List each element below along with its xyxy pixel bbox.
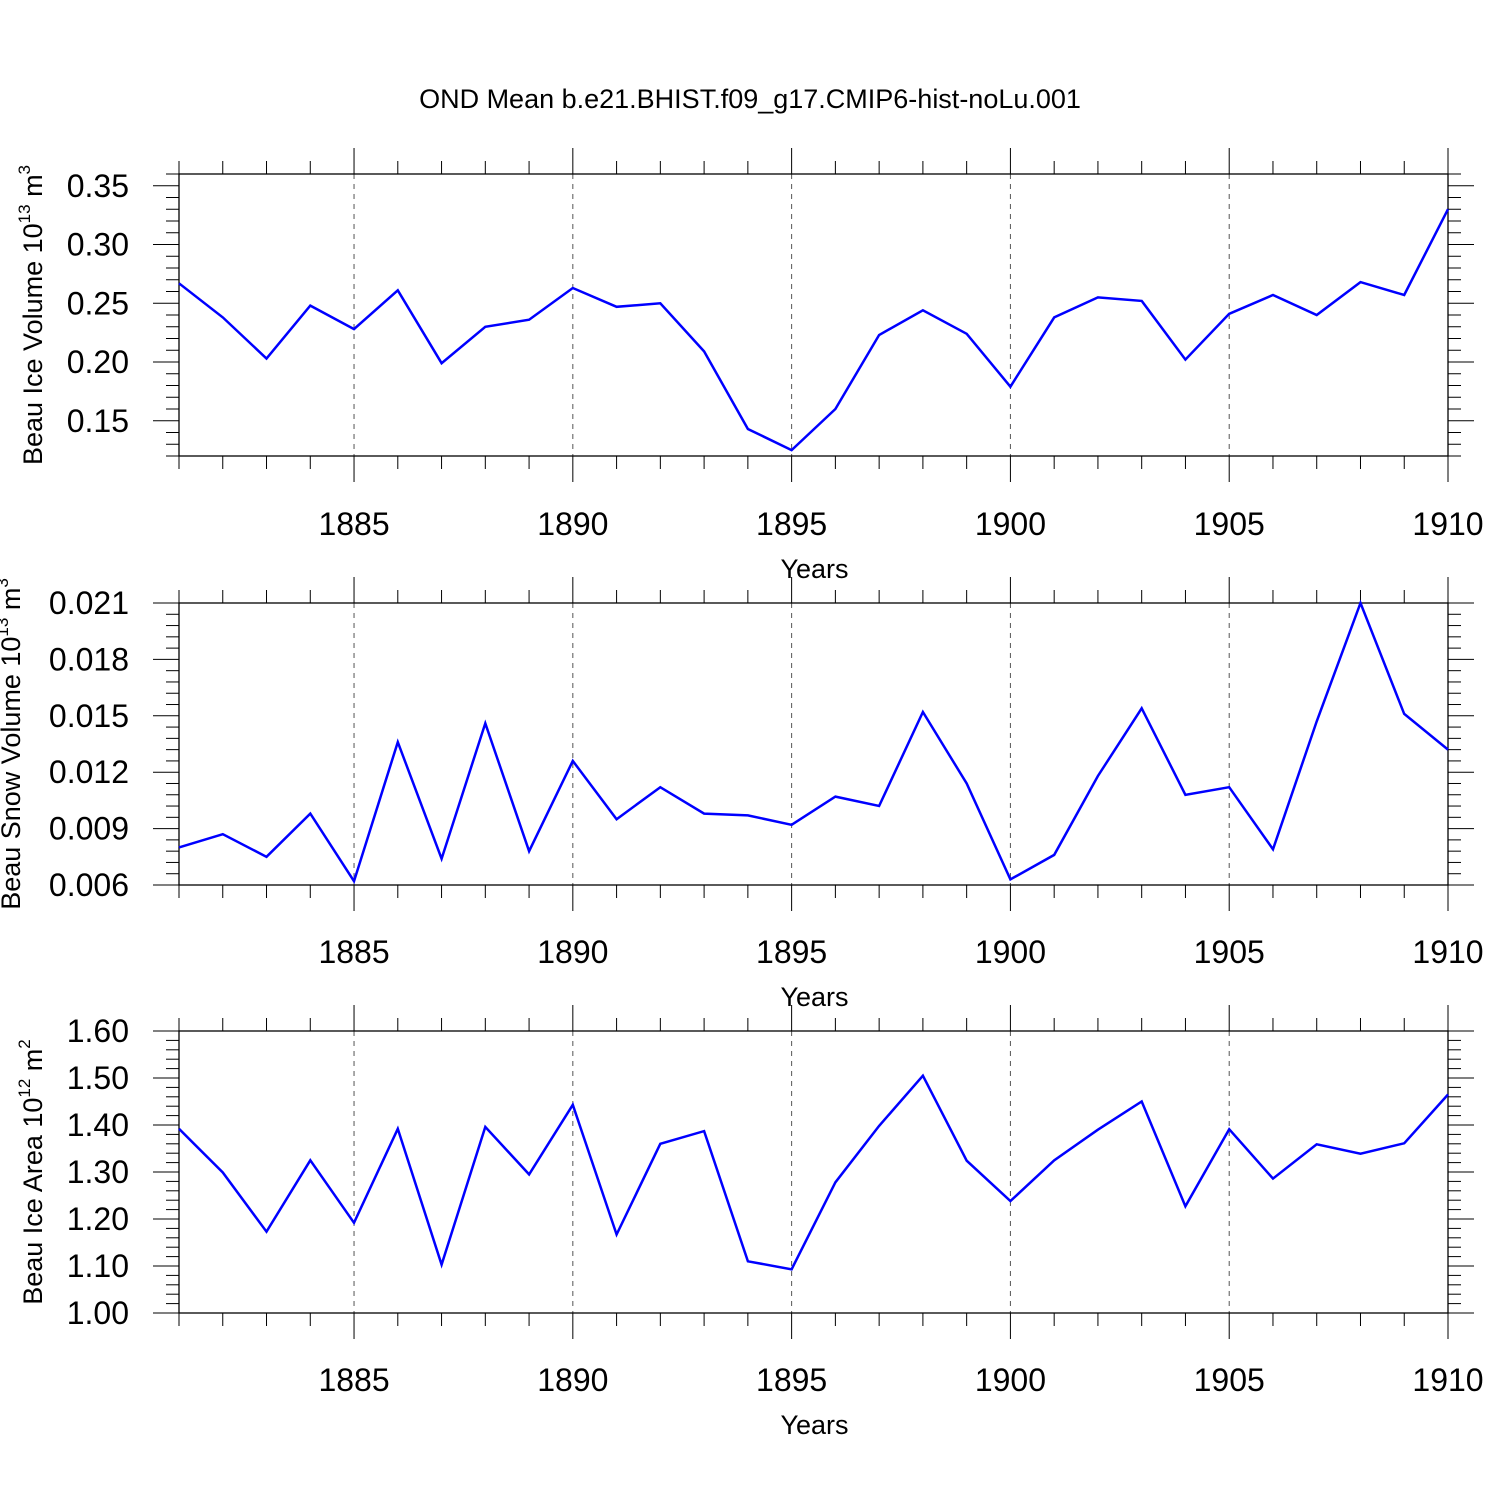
plot-frame (178, 1030, 1449, 1314)
x-tick-label: 1890 (537, 1362, 608, 1398)
y-tick-label: 0.20 (67, 344, 129, 380)
panel-2: 1885 1890 1895 1900 1905 1910 0.006 0.009 0.012 0… (0, 577, 1484, 1012)
y-axis-label: Beau Snow Volume 1013 m3 (0, 578, 26, 910)
x-tick-label: 1905 (1194, 506, 1265, 542)
y-axis-label-unit-exponent: 2 (15, 1039, 34, 1048)
y-axis-label-unit-exponent: 3 (15, 165, 34, 174)
x-tick-label: 1900 (975, 934, 1046, 970)
y-axis-label-unit-exponent: 3 (0, 578, 12, 587)
panel-3: 1885 1890 1895 1900 1905 1910 1.00 1.10 1.20 1.30… (15, 1005, 1484, 1440)
y-tick-label: 0.015 (49, 698, 129, 734)
y-axis-label-exponent: 13 (15, 204, 34, 223)
y-tick-label: 0.30 (67, 227, 129, 263)
y-axis-label-text: Beau Ice Area 10 (18, 1098, 48, 1305)
y-tick-label: 1.30 (67, 1154, 129, 1190)
series-line (178, 599, 1449, 885)
x-tick-label: 1895 (756, 934, 827, 970)
y-axis-label-unit: m (18, 1049, 48, 1079)
y-tick-label: 0.009 (49, 811, 129, 847)
y-axis-label-unit: m (18, 174, 48, 204)
x-tick-label: 1890 (537, 934, 608, 970)
y-tick-label: 1.00 (67, 1295, 129, 1331)
y-tick-label: 0.012 (49, 754, 129, 790)
x-tick-label: 1910 (1412, 1362, 1483, 1398)
x-tick-label: 1905 (1194, 1362, 1265, 1398)
x-tick-label: 1900 (975, 1362, 1046, 1398)
x-tick-label: 1910 (1412, 934, 1483, 970)
y-axis-label-exponent: 12 (15, 1079, 34, 1098)
x-tick-label: 1905 (1194, 934, 1265, 970)
x-tick-label: 1900 (975, 506, 1046, 542)
series-line (178, 1073, 1449, 1271)
y-tick-label: 0.25 (67, 285, 129, 321)
y-tick-label: 1.10 (67, 1248, 129, 1284)
x-tick-label: 1885 (318, 506, 389, 542)
y-tick-label: 0.018 (49, 641, 129, 677)
y-tick-label: 1.40 (67, 1107, 129, 1143)
x-axis-label: Years (780, 554, 848, 584)
y-tick-label: 0.35 (67, 168, 129, 204)
y-axis-label-exponent: 13 (0, 618, 12, 637)
x-tick-label: 1890 (537, 506, 608, 542)
plot-frame (178, 602, 1449, 886)
y-axis-label-text: Beau Snow Volume 10 (0, 637, 26, 910)
x-tick-label: 1885 (318, 1362, 389, 1398)
y-tick-label: 0.006 (49, 867, 129, 903)
y-tick-label: 1.50 (67, 1060, 129, 1096)
x-axis-label: Years (780, 1410, 848, 1440)
y-tick-label: 0.021 (49, 585, 129, 621)
y-axis-label: Beau Ice Volume 1013 m3 (15, 165, 48, 465)
figure-title: OND Mean b.e21.BHIST.f09_g17.CMIP6-hist-… (419, 84, 1081, 114)
x-axis-label: Years (780, 982, 848, 1012)
x-tick-label: 1895 (756, 506, 827, 542)
y-tick-label: 1.60 (67, 1013, 129, 1049)
x-tick-label: 1910 (1412, 506, 1483, 542)
y-axis-label-text: Beau Ice Volume 10 (18, 223, 48, 465)
panel-1: 1885 1890 1895 1900 1905 1910 0.15 0.20 0.25 0.30… (15, 148, 1484, 584)
x-tick-label: 1895 (756, 1362, 827, 1398)
x-tick-label: 1885 (318, 934, 389, 970)
y-tick-label: 0.15 (67, 403, 129, 439)
y-axis-label: Beau Ice Area 1012 m2 (15, 1039, 48, 1305)
y-axis-label-unit: m (0, 588, 26, 618)
y-tick-label: 1.20 (67, 1201, 129, 1237)
series-line (178, 208, 1450, 452)
